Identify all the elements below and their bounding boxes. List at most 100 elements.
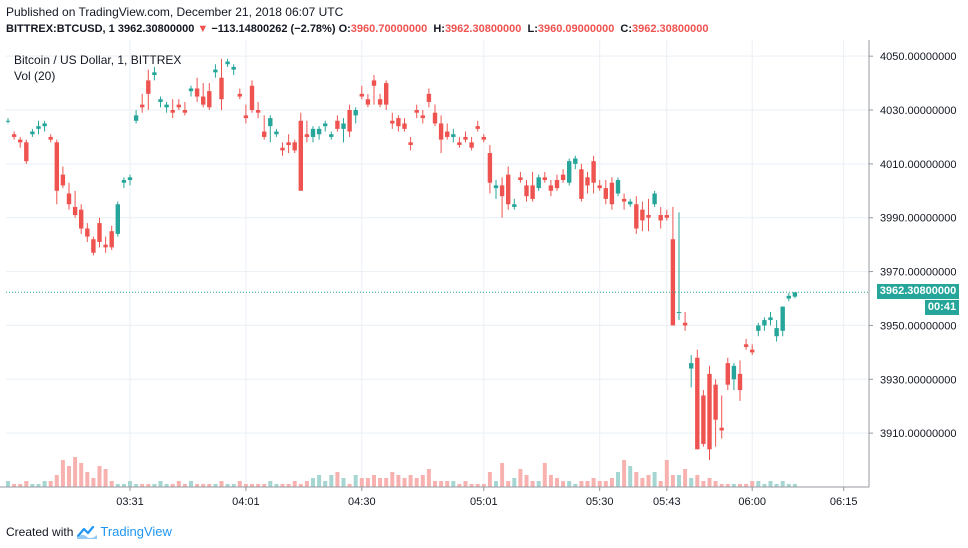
candle-body bbox=[268, 118, 273, 127]
chart-area[interactable]: 4050.00000000 4030.00000000 4010.00000000 3… bbox=[0, 40, 968, 518]
candle-body bbox=[573, 158, 578, 164]
volume-bar bbox=[347, 484, 352, 487]
candle-body bbox=[335, 120, 340, 129]
volume-bar bbox=[530, 481, 535, 487]
candle-body bbox=[18, 139, 23, 143]
volume-bar bbox=[225, 484, 230, 487]
symbol-label[interactable]: BITTREX:BTCUSD, 1 bbox=[6, 23, 115, 35]
candle-body bbox=[628, 201, 633, 205]
volume-bar bbox=[725, 484, 730, 487]
volume-bar bbox=[372, 475, 376, 487]
volume-bar bbox=[426, 469, 431, 487]
candle-body bbox=[597, 185, 602, 189]
price-change: −113.14800262 (−2.78%) bbox=[211, 23, 336, 35]
candle-body bbox=[219, 77, 224, 100]
volume-bar bbox=[359, 478, 364, 487]
symbol-info-bar: BITTREX:BTCUSD, 1 3962.30800000 ▼ −113.1… bbox=[6, 23, 711, 35]
price-tick-label: 3930.00000000 bbox=[880, 374, 956, 386]
volume-bar bbox=[683, 469, 688, 487]
volume-bar bbox=[329, 475, 334, 487]
candlestick-chart[interactable]: 4050.00000000 4030.00000000 4010.00000000 3… bbox=[0, 40, 968, 518]
price-tick-label: 3950.00000000 bbox=[880, 320, 956, 332]
candle-body bbox=[115, 204, 120, 234]
open-label: O: bbox=[338, 23, 351, 35]
candle-body bbox=[170, 110, 175, 113]
candle-body bbox=[304, 134, 310, 137]
candle-body bbox=[396, 118, 401, 127]
volume-bar bbox=[750, 481, 755, 487]
volume-bar bbox=[500, 463, 505, 487]
candle-body bbox=[475, 126, 480, 129]
candle-body bbox=[689, 363, 694, 369]
candle-body bbox=[310, 128, 316, 137]
candle-body bbox=[316, 128, 322, 135]
volume-bar bbox=[433, 481, 437, 487]
volume-bar bbox=[286, 484, 291, 487]
volume-bar bbox=[97, 466, 102, 487]
candle-body bbox=[140, 104, 145, 108]
candle-body bbox=[762, 320, 767, 326]
volume-bar bbox=[652, 472, 657, 487]
candle-body bbox=[426, 93, 432, 102]
candle-body bbox=[634, 204, 639, 229]
candle-body bbox=[499, 185, 505, 197]
candle-body bbox=[768, 317, 773, 321]
candle-body bbox=[420, 115, 425, 119]
time-tick-label: 06:00 bbox=[738, 496, 766, 508]
volume-bar bbox=[713, 481, 718, 487]
candle-body bbox=[524, 185, 529, 197]
candle-body bbox=[518, 177, 523, 181]
high-label: H: bbox=[433, 23, 445, 35]
candle-body bbox=[103, 244, 108, 248]
candle-body bbox=[621, 198, 627, 202]
volume-bar bbox=[73, 457, 78, 487]
volume-bar bbox=[457, 484, 462, 487]
candle-body bbox=[194, 88, 200, 97]
candle-body bbox=[237, 93, 242, 97]
volume-bar bbox=[85, 472, 90, 487]
candle-body bbox=[646, 215, 651, 218]
volume-bar bbox=[365, 478, 370, 487]
candle-body bbox=[664, 215, 669, 218]
volume-bar bbox=[548, 475, 553, 487]
volume-bar bbox=[304, 481, 309, 487]
volume-bar bbox=[91, 478, 96, 487]
volume-bar bbox=[573, 484, 578, 487]
volume-bar bbox=[634, 472, 639, 487]
time-tick-label: 04:30 bbox=[348, 496, 376, 508]
candle-body bbox=[249, 85, 255, 111]
candle-body bbox=[731, 365, 737, 380]
volume-bar bbox=[164, 484, 169, 487]
volume-bar bbox=[6, 481, 10, 487]
candle-body bbox=[756, 325, 761, 331]
footer-brand-link[interactable]: TradingView bbox=[100, 524, 172, 539]
volume-bar bbox=[689, 478, 694, 487]
volume-bar bbox=[640, 478, 645, 487]
candle-body bbox=[286, 142, 291, 146]
volume-bar bbox=[115, 484, 120, 487]
candle-body bbox=[292, 142, 297, 151]
volume-bar bbox=[268, 481, 273, 487]
volume-bar bbox=[561, 481, 566, 487]
candle-body bbox=[695, 357, 700, 450]
candle-body bbox=[536, 177, 541, 189]
candle-body bbox=[384, 83, 389, 105]
candle-body bbox=[579, 169, 584, 199]
candle-body bbox=[445, 131, 450, 137]
volume-bar bbox=[542, 463, 547, 487]
volume-bar bbox=[152, 484, 157, 487]
volume-bar bbox=[719, 484, 724, 487]
legend-title: Bitcoin / US Dollar, 1, BITTREX bbox=[14, 53, 182, 67]
volume-bar bbox=[603, 481, 608, 487]
candle-body bbox=[615, 180, 621, 194]
candle-body bbox=[5, 120, 11, 122]
tradingview-logo-icon bbox=[77, 525, 98, 539]
candle-body bbox=[97, 223, 102, 242]
candle-body bbox=[725, 363, 730, 385]
candle-body bbox=[750, 349, 755, 353]
price-tick-label: 3910.00000000 bbox=[880, 428, 956, 440]
volume-bar bbox=[609, 478, 614, 487]
candle-body bbox=[512, 204, 517, 207]
candle-body bbox=[463, 136, 468, 140]
volume-bar bbox=[555, 478, 559, 487]
